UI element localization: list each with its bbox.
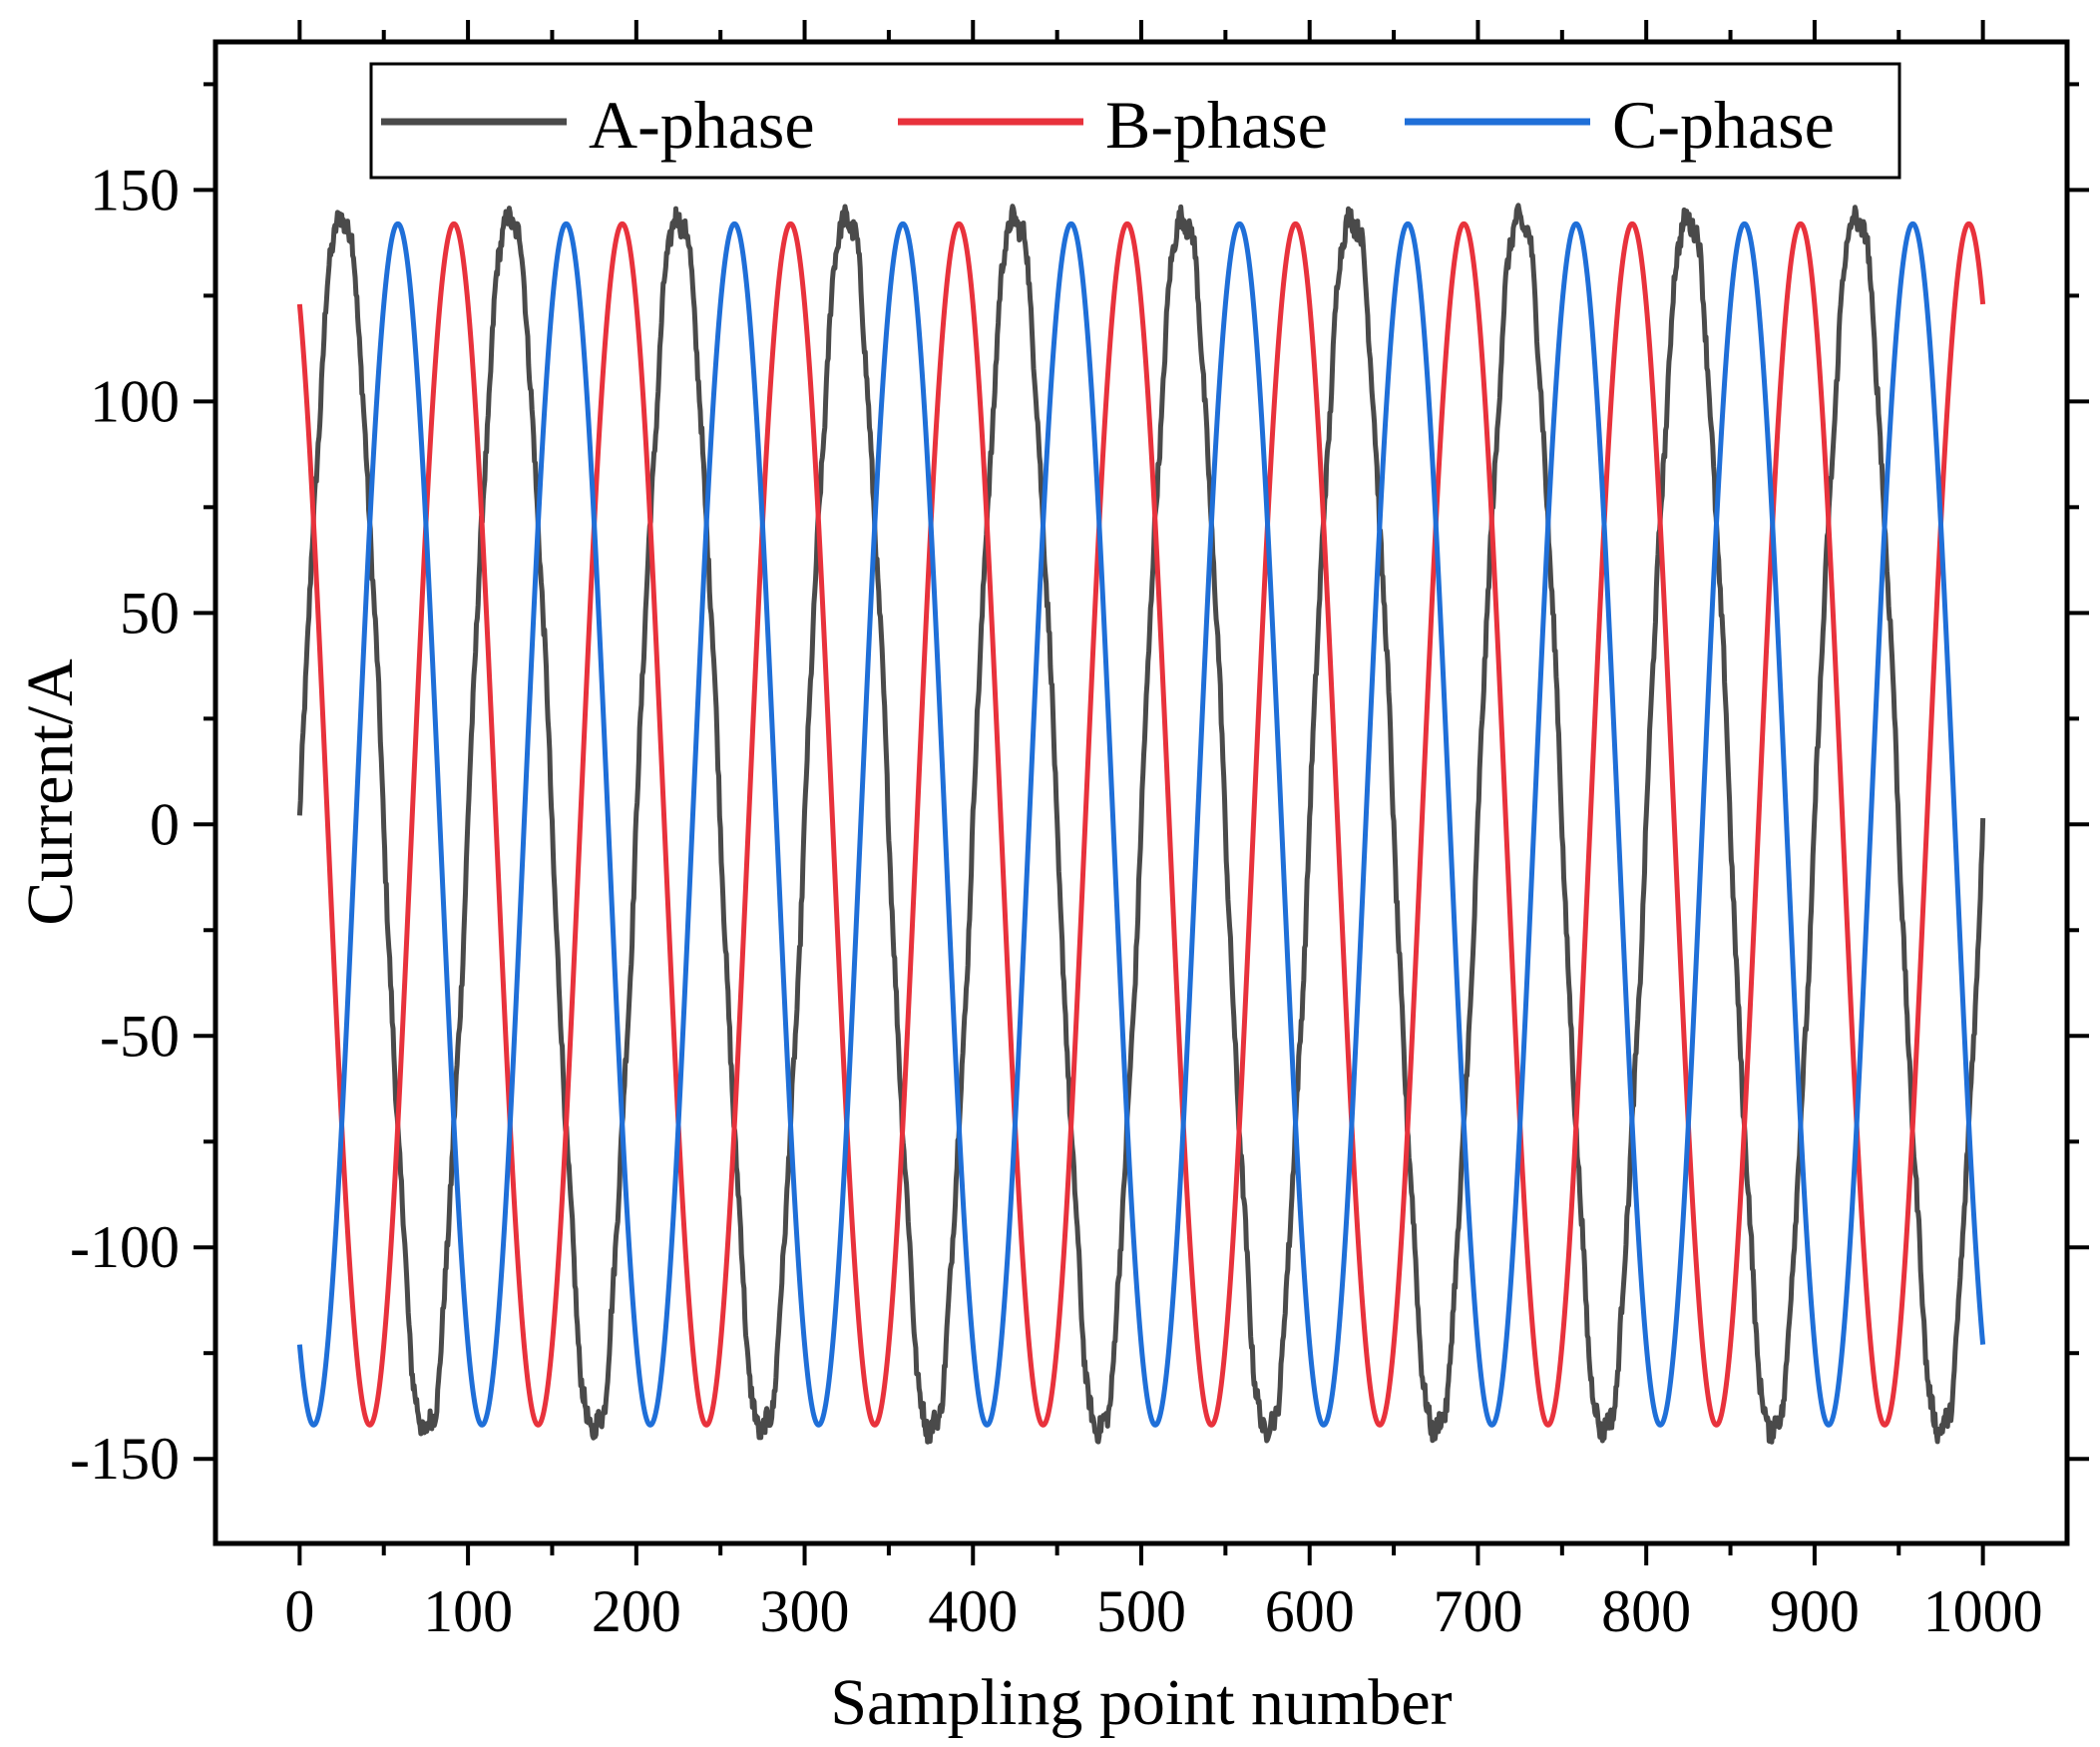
legend-label-a-phase: A-phase [589, 87, 815, 163]
legend-box [369, 62, 1901, 180]
y-tick-label: 50 [120, 580, 180, 646]
x-tick-label: 0 [284, 1578, 314, 1644]
legend: A-phase B-phase C-phase [369, 62, 1901, 180]
y-tick-label: 100 [90, 368, 180, 434]
series-line-a-phase [296, 203, 1986, 1445]
x-tick-label: 900 [1770, 1578, 1860, 1644]
x-tick-label: 200 [592, 1578, 681, 1644]
series-group [296, 203, 1986, 1445]
y-tick-label: -150 [70, 1426, 180, 1492]
x-tick-label: 300 [760, 1578, 850, 1644]
x-tick-labels: 0 100 200 300 400 500 600 700 800 900 1000 [284, 1578, 2042, 1644]
x-tick-label: 400 [928, 1578, 1018, 1644]
y-tick-label: 150 [90, 157, 180, 222]
x-tick-label: 600 [1265, 1578, 1355, 1644]
series-line-c-phase [296, 220, 1986, 1428]
x-tick-label: 100 [423, 1578, 513, 1644]
legend-label-b-phase: B-phase [1105, 87, 1328, 163]
y-tick-labels: 150 100 50 0 -50 -100 -150 [70, 157, 180, 1492]
x-tick-label: 1000 [1923, 1578, 2043, 1644]
tick-group [194, 20, 2089, 1565]
y-tick-label: -50 [100, 1003, 180, 1069]
y-tick-label: 0 [150, 791, 180, 857]
x-tick-label: 700 [1433, 1578, 1522, 1644]
y-axis-title: Current/A [14, 658, 87, 926]
series-line-b-phase [296, 220, 1986, 1428]
x-tick-label: 500 [1096, 1578, 1186, 1644]
y-tick-label: -100 [70, 1214, 180, 1280]
x-tick-label: 800 [1601, 1578, 1691, 1644]
legend-label-c-phase: C-phase [1612, 87, 1835, 163]
x-axis-title: Sampling point number [830, 1666, 1452, 1739]
